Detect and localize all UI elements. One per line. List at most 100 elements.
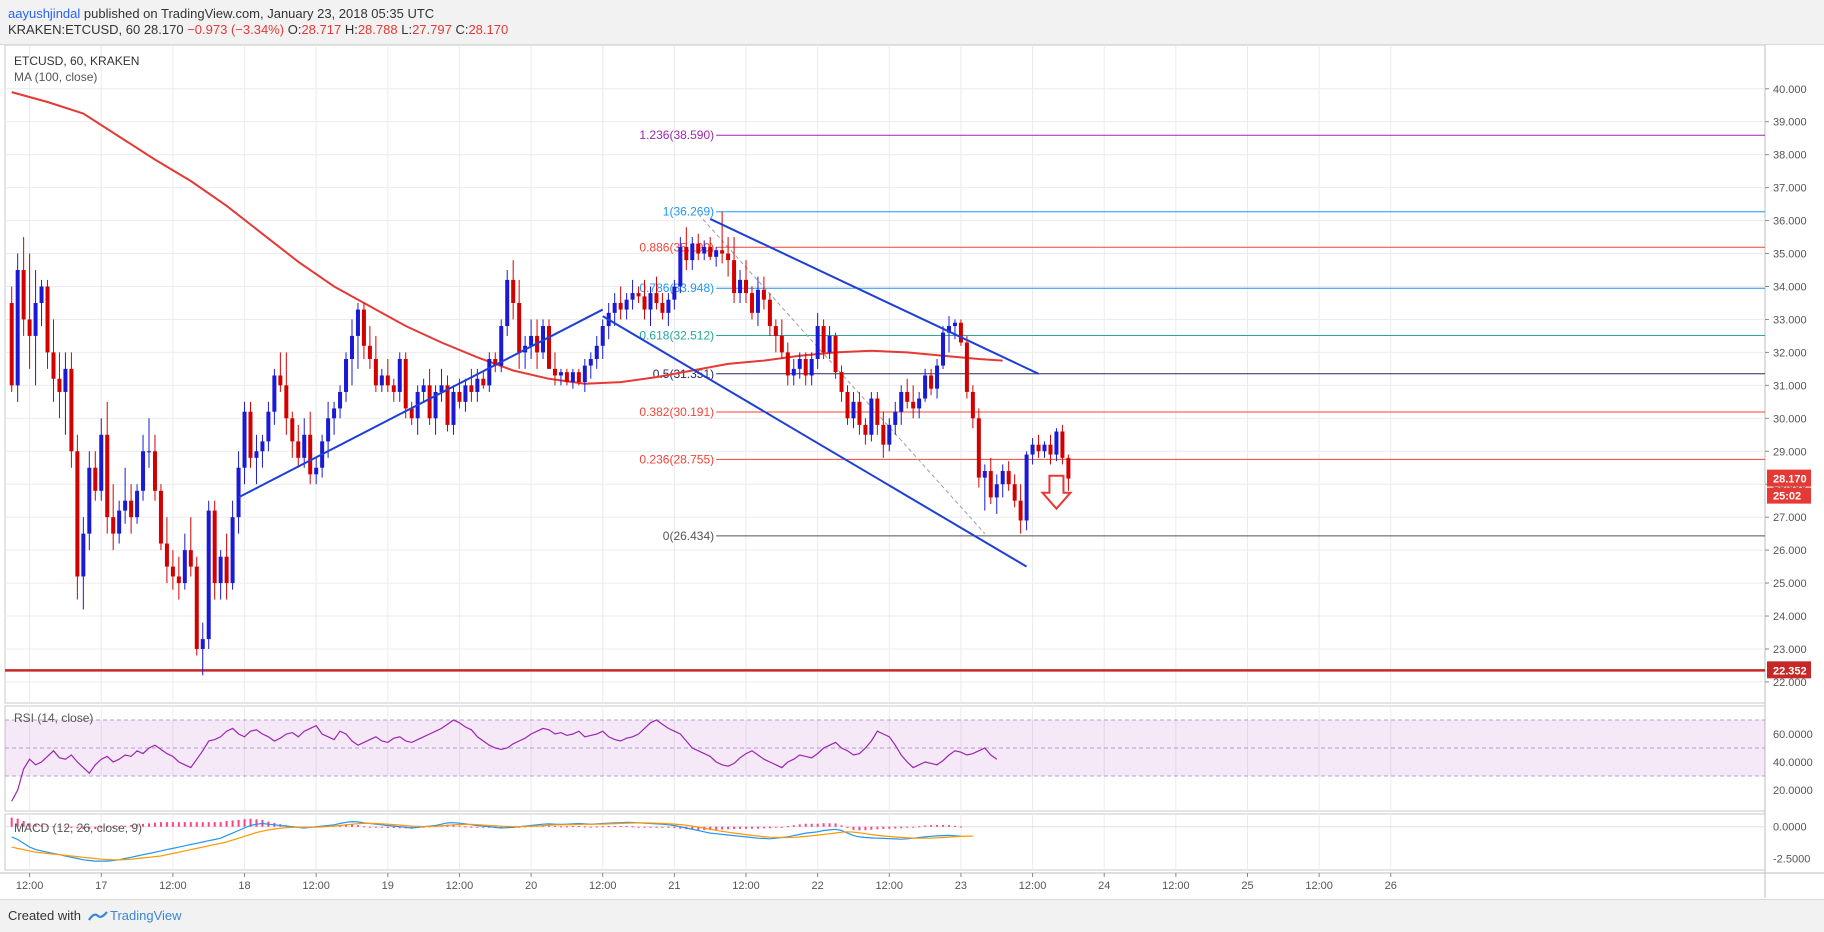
macd-histogram-bar xyxy=(350,824,353,827)
candle-body xyxy=(272,375,277,412)
ma-100-line xyxy=(11,91,1003,385)
candle-body xyxy=(487,358,492,386)
candle-body xyxy=(547,326,551,369)
chart-title: ETCUSD, 60, KRAKEN xyxy=(14,54,139,68)
time-tick-label: 24 xyxy=(1098,880,1110,892)
candle-body xyxy=(958,322,963,343)
macd-histogram-bar xyxy=(828,823,831,827)
time-tick-label: 12:00 xyxy=(589,880,617,892)
candle-body xyxy=(1060,431,1065,458)
price-tick-label: 30.000 xyxy=(1773,413,1807,425)
macd-histogram-bar xyxy=(28,823,31,827)
price-chart[interactable]: 12:00 17 12:00 18 12:00 19 12:00 20 12:00 21 12:00… xyxy=(0,45,1824,898)
candle-body xyxy=(266,411,271,442)
macd-histogram-bar xyxy=(667,826,670,828)
macd-histogram-bar xyxy=(345,824,348,827)
macd-histogram-bar xyxy=(207,822,210,827)
candle-body xyxy=(678,246,683,287)
macd-histogram-bar xyxy=(136,824,139,827)
macd-histogram-bar xyxy=(637,826,640,828)
countdown-badge xyxy=(1767,487,1811,504)
fib-level-label: 0.886(35.190) xyxy=(639,240,714,254)
candle-body xyxy=(511,279,516,303)
macd-histogram-bar xyxy=(804,823,807,827)
candle-body xyxy=(1054,431,1059,455)
candle-body xyxy=(302,434,307,458)
rsi-label: RSI (14, close) xyxy=(14,711,93,725)
candle-body xyxy=(93,467,98,491)
macd-histogram-bar xyxy=(924,825,927,827)
price-tick-label: 24.000 xyxy=(1773,611,1807,623)
price-tick-label: 33.000 xyxy=(1773,314,1807,326)
macd-histogram-bar xyxy=(470,826,473,828)
candle-body xyxy=(367,345,372,359)
macd-histogram-bar xyxy=(577,825,580,827)
macd-histogram-bar xyxy=(691,826,694,830)
candle-body xyxy=(445,385,450,425)
candle-body xyxy=(481,378,486,386)
candle-body xyxy=(421,385,426,392)
candle-body xyxy=(385,375,390,386)
candle-body xyxy=(439,385,444,392)
macd-histogram-bar xyxy=(148,823,151,827)
candle-body xyxy=(648,293,653,310)
macd-histogram-bar xyxy=(679,826,682,829)
macd-histogram-bar xyxy=(756,826,759,829)
o-label: O: xyxy=(287,22,302,37)
time-tick-label: 12:00 xyxy=(732,880,760,892)
macd-histogram-bar xyxy=(16,818,19,827)
macd-histogram-bar xyxy=(195,822,198,827)
price-tick-label: 35.000 xyxy=(1773,249,1807,261)
macd-histogram-bar xyxy=(380,826,383,828)
candle-body xyxy=(755,289,760,313)
countdown-badge-label: 25:02 xyxy=(1773,491,1801,503)
candle-body xyxy=(1030,444,1035,455)
macd-histogram-bar xyxy=(124,825,127,827)
candle-body xyxy=(576,372,581,383)
macd-histogram-bar xyxy=(583,826,586,828)
trendline xyxy=(709,218,1039,375)
macd-histogram-bar xyxy=(894,826,897,829)
price-tick-label: 25.000 xyxy=(1773,578,1807,590)
macd-histogram-bar xyxy=(142,823,145,827)
candle-body xyxy=(612,302,617,313)
author-link[interactable]: aayushjindal xyxy=(8,6,81,21)
open-value: 28.717 xyxy=(301,22,342,37)
candle-body xyxy=(170,566,175,577)
candle-body xyxy=(147,451,152,453)
candle-body xyxy=(409,408,414,419)
macd-histogram-bar xyxy=(774,826,777,828)
macd-line xyxy=(11,820,961,862)
candle-body xyxy=(630,293,635,300)
candle-body xyxy=(260,441,265,452)
rsi-tick-label: 40.0000 xyxy=(1773,757,1813,769)
candle-body xyxy=(63,368,68,392)
macd-histogram-bar xyxy=(900,826,903,829)
macd-histogram-bar xyxy=(571,826,574,828)
candle-body xyxy=(827,335,832,353)
macd-histogram-bar xyxy=(840,825,843,827)
candle-body xyxy=(600,326,605,346)
macd-histogram-bar xyxy=(768,826,771,829)
time-tick-label: 22 xyxy=(812,880,824,892)
tradingview-brand-link[interactable]: TradingView xyxy=(110,908,182,923)
macd-histogram-bar xyxy=(613,826,616,828)
trendline xyxy=(238,308,604,499)
candle-body xyxy=(278,375,283,386)
macd-histogram-bar xyxy=(625,826,628,828)
last-price-badge-label: 28.170 xyxy=(1773,474,1807,486)
candle-body xyxy=(570,372,575,383)
candle-body xyxy=(749,293,754,313)
macd-histogram-bar xyxy=(953,825,956,827)
candle-body xyxy=(946,326,951,333)
price-tick-label: 26.000 xyxy=(1773,545,1807,557)
candle-body xyxy=(821,326,826,353)
candle-body xyxy=(69,368,74,452)
price-tick-label: 34.000 xyxy=(1773,281,1807,293)
candle-body xyxy=(881,424,886,445)
candle-body xyxy=(499,326,504,366)
candle-body xyxy=(761,289,766,300)
macd-histogram-bar xyxy=(750,826,753,829)
time-tick-label: 12:00 xyxy=(1305,880,1333,892)
macd-histogram-bar xyxy=(762,826,765,829)
